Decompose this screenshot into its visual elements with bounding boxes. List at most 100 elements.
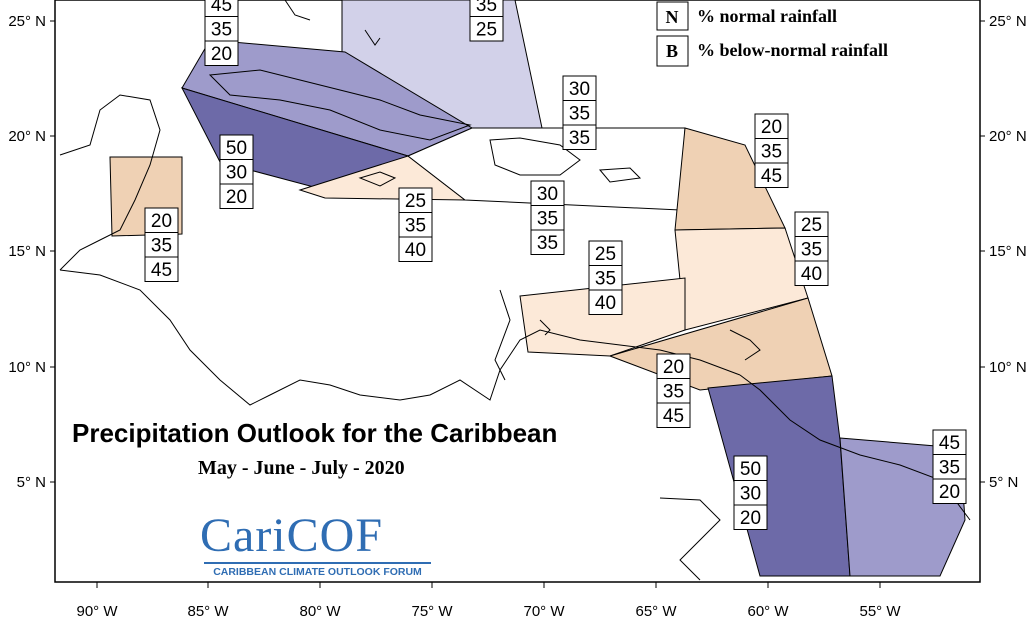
forecast-value: 35 (801, 240, 822, 261)
lon-label: 65° W (635, 603, 677, 620)
forecast-cell (530, 180, 565, 206)
forecast-box: 25 35 40 (398, 187, 433, 262)
lon-label: 70° W (523, 603, 565, 620)
forecast-cell (469, 16, 504, 42)
forecast-box: 25 35 40 (588, 240, 623, 315)
forecast-value: 35 (595, 269, 616, 290)
lon-labels: 90° W 85° W 80° W 75° W 70° W 65° W 60° … (76, 603, 901, 620)
lon-label: 60° W (747, 603, 789, 620)
forecast-box: 20 35 45 (754, 113, 789, 188)
lat-labels-right: 25° N 20° N 15° N 10° N 5° N (989, 13, 1027, 491)
forecast-box: 30 35 35 (530, 180, 565, 255)
forecast-cell (398, 187, 433, 213)
forecast-box: 50 30 20 (733, 455, 768, 530)
forecast-value: 45 (151, 260, 172, 281)
forecast-value: 25 (801, 215, 822, 236)
forecast-cell (219, 183, 254, 209)
forecast-value: 35 (537, 233, 558, 254)
forecast-box: 45 35 20 (204, 0, 239, 66)
forecast-value: 45 (939, 433, 960, 454)
forecast-value: 35 (537, 209, 558, 230)
lat-label: 25° N (8, 13, 46, 30)
forecast-cell (398, 212, 433, 238)
forecast-box: 20 35 45 (144, 207, 179, 282)
lon-label: 85° W (187, 603, 229, 620)
forecast-cell (794, 211, 829, 237)
legend-key-box (656, 35, 689, 67)
forecast-box: 25 35 40 (794, 211, 829, 286)
forecast-value: 50 (740, 459, 761, 480)
forecast-boxes: 4535203525303535503020203545253540303535… (144, 0, 967, 530)
forecast-value: 35 (405, 216, 426, 237)
forecast-cell (754, 138, 789, 164)
logo-subtitle: CARIBBEAN CLIMATE OUTLOOK FORUM (213, 566, 422, 578)
forecast-value: 20 (740, 508, 761, 529)
map-title: Precipitation Outlook for the Caribbean (72, 418, 558, 448)
forecast-value: 35 (476, 0, 497, 16)
forecast-cell (588, 265, 623, 291)
forecast-box: 50 30 20 (219, 134, 254, 209)
forecast-cell (562, 75, 597, 101)
legend-key: N (666, 7, 679, 27)
forecast-cell (219, 134, 254, 160)
forecast-value: 40 (405, 240, 426, 261)
forecast-value: 35 (569, 104, 590, 125)
lat-labels-left: 25° N 20° N 15° N 10° N 5° N (8, 13, 46, 491)
legend-label: % below-normal rainfall (697, 40, 888, 60)
forecast-value: 35 (663, 382, 684, 403)
forecast-value: 20 (211, 44, 232, 65)
legend-key-box (656, 1, 689, 31)
lat-label: 5° N (989, 474, 1018, 491)
lon-label: 80° W (299, 603, 341, 620)
forecast-value: 30 (226, 163, 247, 184)
forecast-value: 25 (476, 20, 497, 41)
forecast-value: 35 (761, 142, 782, 163)
forecast-cell (794, 236, 829, 262)
forecast-value: 35 (939, 458, 960, 479)
forecast-value: 40 (595, 293, 616, 314)
forecast-cell (932, 454, 967, 480)
lat-label: 10° N (8, 359, 46, 376)
caricof-logo: CariCOF CARIBBEAN CLIMATE OUTLOOK FORUM (200, 512, 435, 578)
forecast-cell (733, 480, 768, 506)
lat-label: 20° N (8, 128, 46, 145)
forecast-cell (794, 260, 829, 286)
forecast-cell (754, 162, 789, 188)
forecast-cell (588, 289, 623, 315)
forecast-value: 20 (663, 357, 684, 378)
forecast-value: 50 (226, 138, 247, 159)
logo-name: CariCOF (200, 509, 384, 562)
forecast-box: 30 35 35 (562, 75, 597, 150)
forecast-cell (144, 256, 179, 282)
map-period: May - June - July - 2020 (198, 457, 405, 479)
forecast-value: 25 (405, 191, 426, 212)
forecast-value: 30 (569, 79, 590, 100)
forecast-cell (656, 402, 691, 428)
forecast-cell (398, 236, 433, 262)
lon-label: 75° W (411, 603, 453, 620)
region-abc (519, 277, 686, 357)
forecast-value: 20 (226, 187, 247, 208)
forecast-cell (733, 455, 768, 481)
forecast-value: 30 (537, 184, 558, 205)
coastlines (59, 0, 971, 581)
legend-key: B (666, 41, 678, 61)
forecast-value: 40 (801, 264, 822, 285)
forecast-box: 45 35 20 (932, 429, 967, 504)
forecast-cell (562, 124, 597, 150)
forecast-value: 20 (151, 211, 172, 232)
lat-label: 25° N (989, 13, 1027, 30)
forecast-value: 20 (761, 117, 782, 138)
forecast-cell (144, 232, 179, 258)
lon-label: 55° W (859, 603, 901, 620)
lat-label: 20° N (989, 128, 1027, 145)
forecast-value: 35 (569, 128, 590, 149)
legend-label: % normal rainfall (697, 6, 837, 26)
lat-label: 5° N (17, 474, 46, 491)
forecast-value: 45 (211, 0, 232, 16)
forecast-value: 45 (663, 406, 684, 427)
forecast-cell (733, 504, 768, 530)
lat-label: 15° N (989, 243, 1027, 260)
forecast-value: 25 (595, 244, 616, 265)
